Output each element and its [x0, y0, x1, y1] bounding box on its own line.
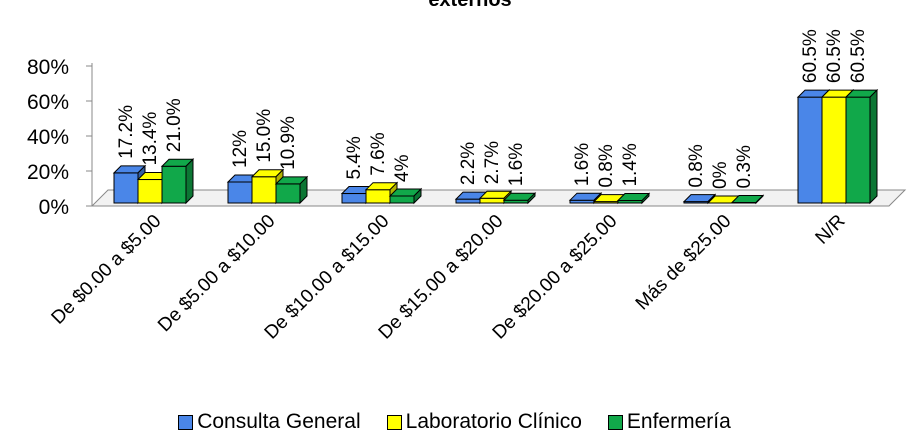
y-tick-label: 60% — [27, 91, 69, 114]
y-tick-label: 40% — [27, 126, 69, 149]
legend-label: Laboratorio Clínico — [405, 410, 582, 433]
data-label: 5.4% — [344, 136, 365, 179]
x-category-label: De $20.00 a $25.00 — [489, 211, 622, 344]
data-label: 0.8% — [596, 144, 617, 187]
bar-front — [797, 96, 823, 204]
bar — [364, 181, 399, 205]
bar-front — [227, 181, 253, 204]
bar-front — [275, 183, 301, 204]
data-label: 12% — [230, 130, 251, 168]
y-tick-label: 20% — [27, 161, 69, 184]
data-label: 7.6% — [368, 132, 389, 175]
data-label: 60.5% — [824, 29, 845, 83]
x-category-label: De $0.00 a $5.00 — [48, 211, 166, 329]
bar — [250, 168, 285, 205]
bar-front — [365, 189, 391, 204]
bar-front — [479, 197, 505, 204]
legend-label: Enfermería — [626, 410, 731, 433]
bar-front — [251, 176, 277, 204]
x-category-label: N/R — [812, 211, 850, 249]
bar-front — [821, 96, 847, 204]
data-label: 60.5% — [800, 29, 821, 83]
y-axis: 0% 20% 40% 60% 80% — [27, 56, 92, 219]
data-label: 1.4% — [620, 143, 641, 186]
bar-side — [185, 158, 194, 205]
data-label: 4% — [392, 154, 413, 182]
bar — [730, 194, 765, 205]
chart-title: externos — [428, 0, 511, 11]
bars — [112, 88, 879, 205]
bar — [160, 158, 195, 205]
bar-front — [161, 165, 187, 204]
bar-side — [413, 187, 422, 205]
data-label: 17.2% — [116, 105, 137, 159]
legend-swatch — [607, 414, 623, 430]
data-label: 60.5% — [848, 29, 869, 83]
bar-front — [137, 179, 163, 204]
data-label: 0.3% — [734, 145, 755, 188]
data-label: 0% — [710, 161, 731, 189]
legend-swatch — [178, 414, 194, 430]
bar — [616, 192, 651, 205]
legend: Consulta General Laboratorio Clínico Enf… — [0, 410, 909, 434]
data-label: 10.9% — [278, 116, 299, 170]
legend-item-laboratorio: Laboratorio Clínico — [386, 410, 582, 434]
x-category-label: De $5.00 a $10.00 — [154, 211, 279, 336]
bar-front — [455, 198, 481, 204]
bar — [388, 187, 423, 205]
bar-front — [341, 193, 367, 204]
data-label: 21.0% — [164, 98, 185, 152]
data-label: 1.6% — [572, 143, 593, 186]
bar-front — [845, 96, 871, 204]
bar-side — [641, 192, 650, 205]
bar-side — [869, 88, 878, 205]
x-category-label: De $15.00 a $20.00 — [375, 211, 508, 344]
data-labels: 17.2% 13.4% 21.0% 12% 15.0% 10.9% 5.4% 7.6% 4% 2.… — [116, 29, 869, 189]
bar-front — [389, 195, 415, 204]
data-label: 2.7% — [482, 141, 503, 184]
x-category-label: De $10.00 a $15.00 — [261, 211, 394, 344]
data-label: 2.2% — [458, 142, 479, 185]
y-tick-label: 0% — [39, 196, 69, 219]
data-label: 15.0% — [254, 109, 275, 163]
bar-front — [113, 172, 139, 204]
bar-side — [299, 175, 308, 205]
data-label: 13.4% — [140, 112, 161, 166]
bar-side — [755, 194, 764, 205]
data-label: 1.6% — [506, 143, 527, 186]
bar — [502, 191, 537, 205]
legend-swatch — [386, 414, 402, 430]
bar — [226, 173, 261, 205]
legend-item-enfermeria: Enfermería — [607, 410, 731, 434]
bar — [844, 88, 879, 205]
bar — [274, 175, 309, 205]
legend-item-consulta: Consulta General — [178, 410, 361, 434]
bar-side — [527, 191, 536, 205]
x-category-label: Más de $25.00 — [632, 211, 736, 315]
data-label: 0.8% — [686, 144, 707, 187]
legend-label: Consulta General — [197, 410, 361, 433]
y-tick-label: 80% — [27, 56, 69, 79]
